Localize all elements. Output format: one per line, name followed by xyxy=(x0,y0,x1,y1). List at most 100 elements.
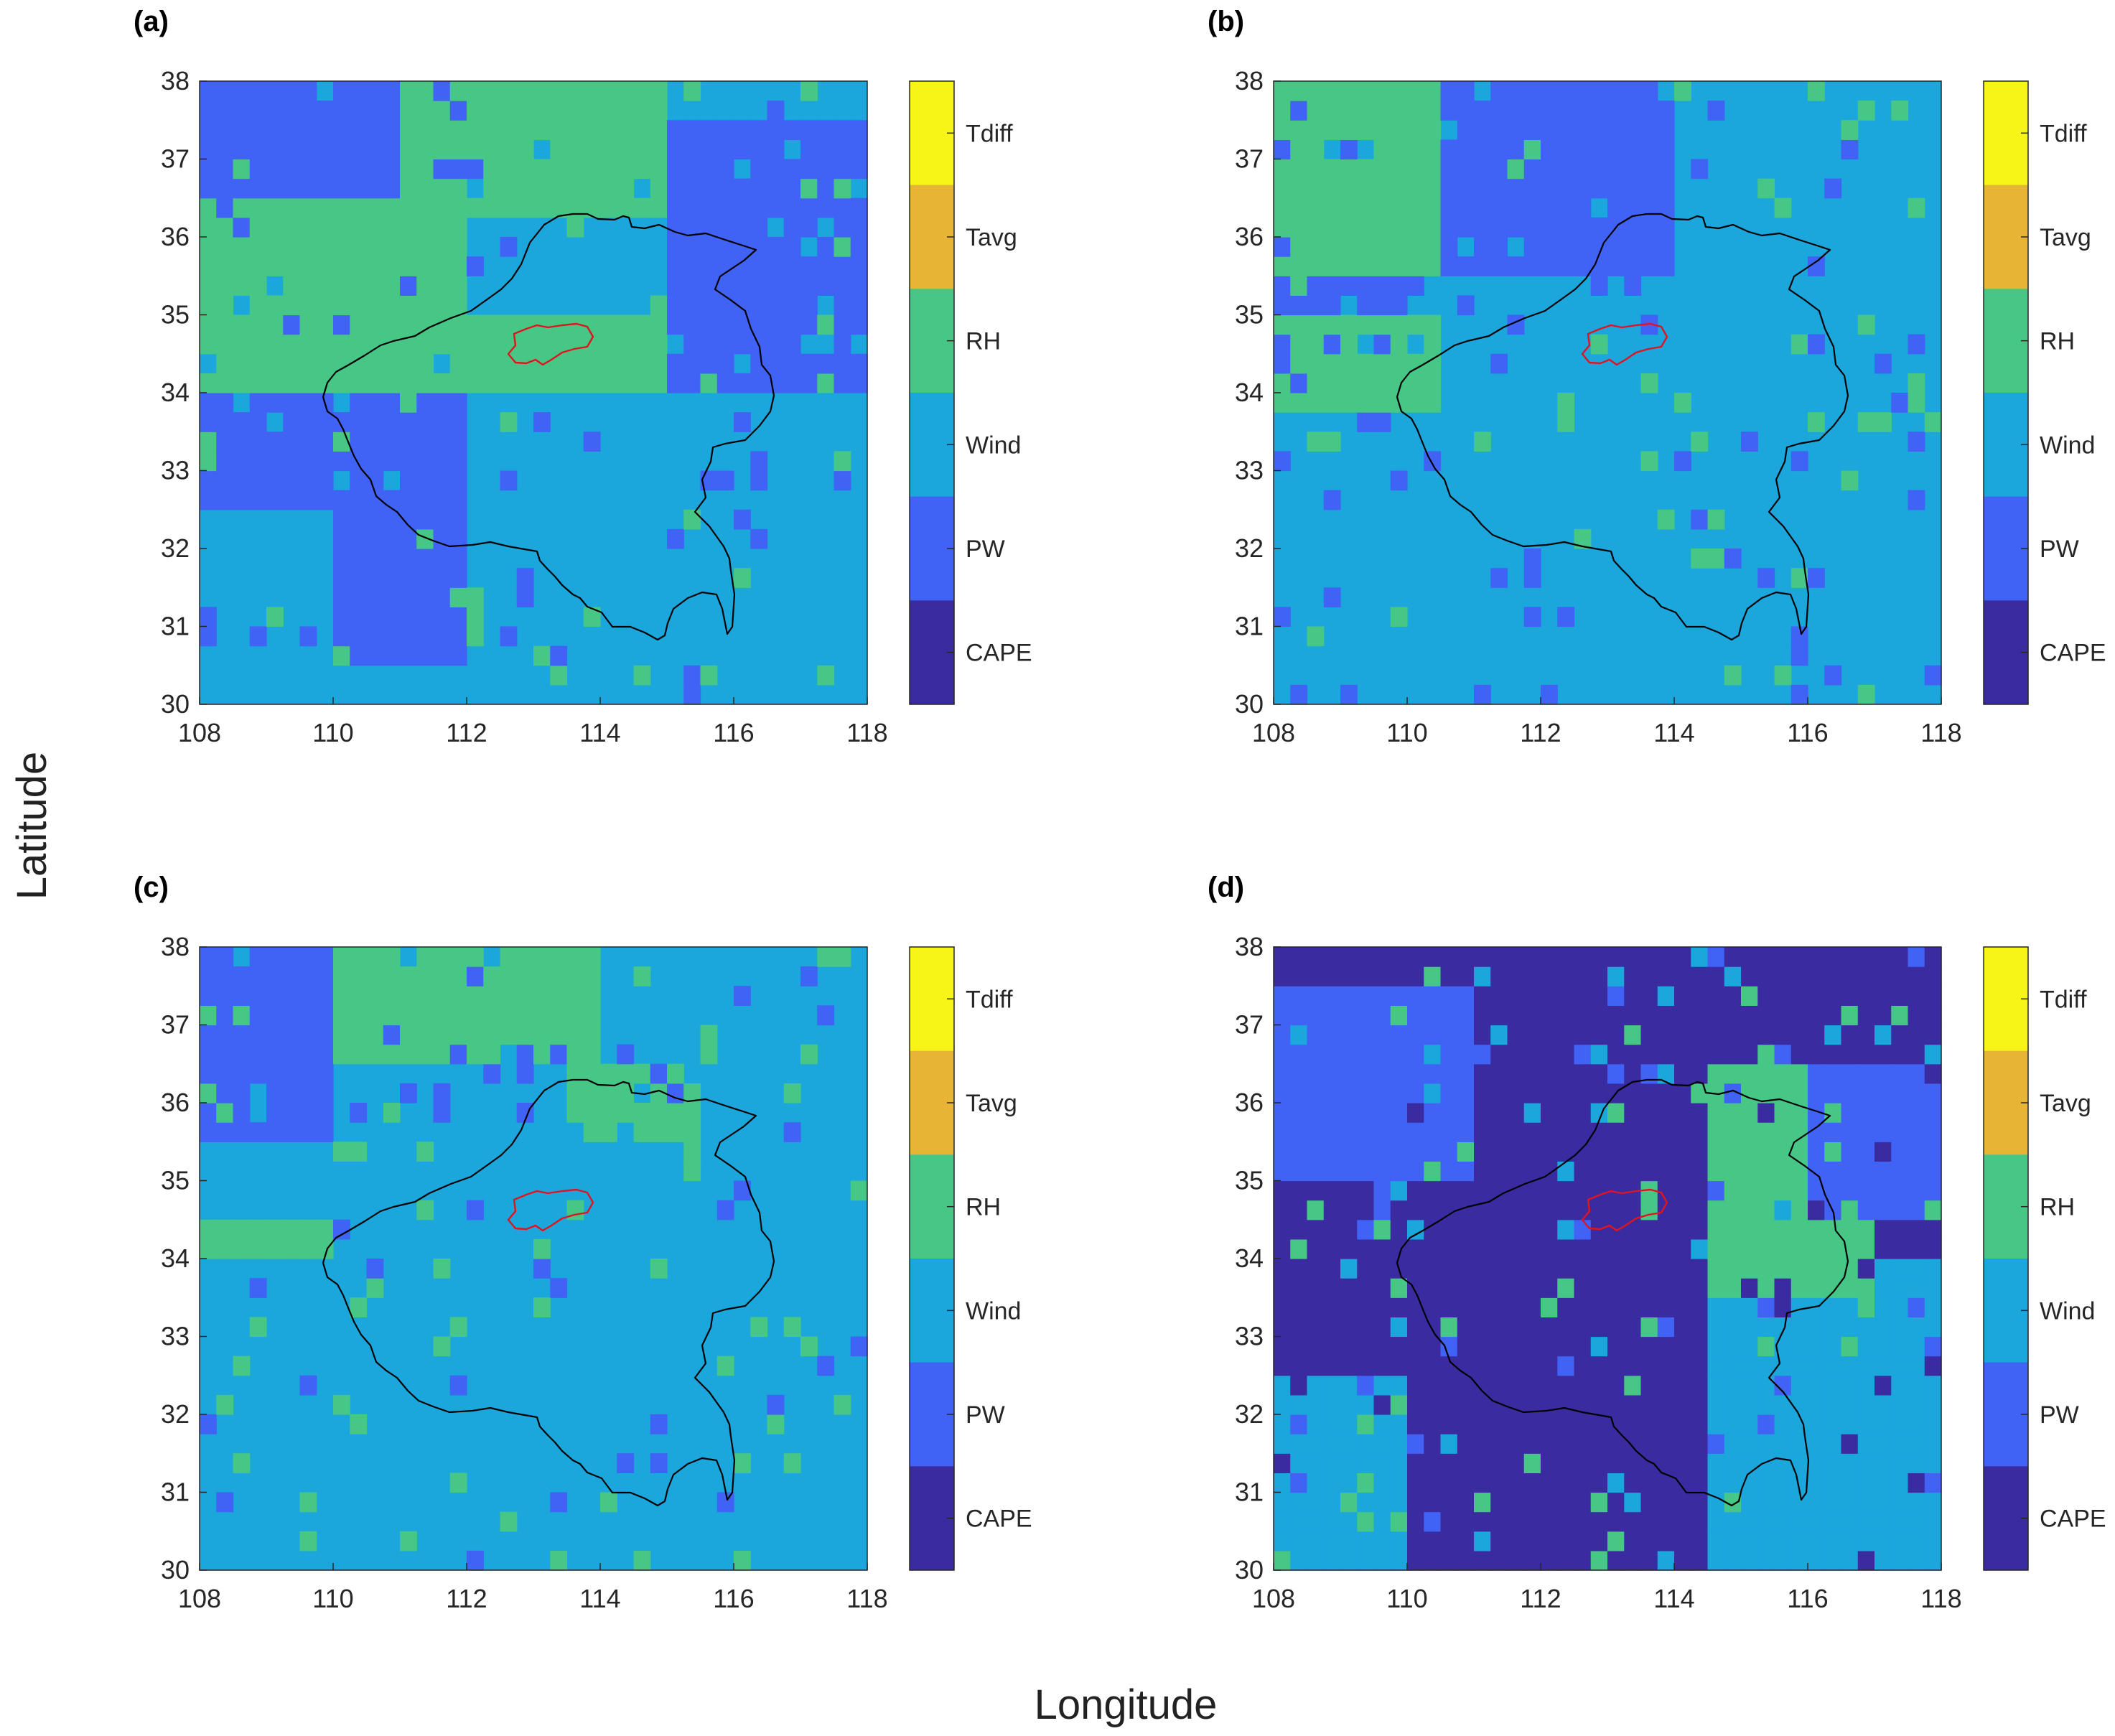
grid-cell xyxy=(1274,159,1291,179)
grid-cell xyxy=(1440,159,1458,179)
grid-cell xyxy=(1640,81,1658,101)
grid-cell xyxy=(1357,947,1375,967)
grid-cell xyxy=(249,1278,267,1298)
grid-cell xyxy=(1357,1434,1375,1454)
grid-cell xyxy=(233,314,251,335)
grid-cell xyxy=(200,237,217,257)
grid-cell xyxy=(550,81,568,101)
grid-cell xyxy=(316,1063,334,1084)
grid-cell xyxy=(1424,1142,1442,1162)
grid-cell xyxy=(1274,237,1291,257)
grid-cell xyxy=(1340,353,1358,374)
grid-cell xyxy=(233,178,251,199)
grid-cell xyxy=(416,1005,434,1026)
grid-cell xyxy=(1691,1180,1709,1201)
grid-cell xyxy=(467,1005,484,1026)
grid-cell xyxy=(1574,1511,1592,1532)
grid-cell xyxy=(483,314,501,335)
grid-cell xyxy=(533,314,551,335)
grid-cell xyxy=(734,1180,751,1201)
grid-cell xyxy=(400,509,417,530)
grid-cell xyxy=(366,139,384,160)
grid-cell xyxy=(1323,1103,1341,1123)
grid-cell xyxy=(1490,986,1508,1006)
grid-cell xyxy=(1373,1200,1391,1221)
grid-cell xyxy=(366,276,384,296)
grid-cell xyxy=(1440,1453,1458,1473)
grid-cell xyxy=(1557,1238,1575,1259)
grid-cell xyxy=(449,353,467,374)
grid-cell xyxy=(1774,947,1792,967)
grid-cell xyxy=(449,237,467,257)
grid-cell xyxy=(1424,139,1442,160)
grid-cell xyxy=(1857,1180,1875,1201)
grid-cell xyxy=(1774,1238,1792,1259)
grid-cell xyxy=(1474,1375,1491,1396)
grid-cell xyxy=(333,120,350,140)
grid-cell xyxy=(500,314,518,335)
grid-cell xyxy=(516,314,534,335)
grid-cell xyxy=(1474,1122,1491,1142)
grid-cell xyxy=(200,947,217,967)
grid-cell xyxy=(449,393,467,413)
grid-cell xyxy=(1724,1219,1742,1240)
grid-cell xyxy=(1790,986,1808,1006)
grid-cell xyxy=(433,568,451,588)
grid-cell xyxy=(266,197,284,218)
grid-cell xyxy=(516,966,534,986)
colorbar-segment xyxy=(1984,947,2028,1052)
grid-cell xyxy=(1357,1297,1375,1317)
x-tick-label: 116 xyxy=(713,1584,754,1613)
grid-cell xyxy=(1323,1375,1341,1396)
grid-cell xyxy=(1874,1259,1892,1279)
grid-cell xyxy=(1323,1511,1341,1532)
grid-cell xyxy=(249,1005,267,1026)
grid-cell xyxy=(1624,1142,1642,1162)
grid-cell xyxy=(333,159,350,179)
grid-cell xyxy=(1274,1375,1291,1396)
grid-cell xyxy=(1290,197,1308,218)
grid-cell xyxy=(1841,1063,1859,1084)
grid-cell xyxy=(1290,1414,1308,1434)
grid-cell xyxy=(633,1550,651,1571)
grid-cell xyxy=(1274,1083,1291,1103)
grid-cell xyxy=(383,314,401,335)
grid-cell xyxy=(1774,1083,1792,1103)
grid-cell xyxy=(667,256,684,276)
grid-cell xyxy=(467,607,484,627)
grid-cell xyxy=(266,1044,284,1065)
grid-cell xyxy=(1290,276,1308,296)
grid-cell xyxy=(583,101,601,121)
grid-cell xyxy=(1640,217,1658,238)
grid-cell xyxy=(1474,1297,1491,1317)
grid-cell xyxy=(734,256,751,276)
grid-cell xyxy=(1523,139,1541,160)
grid-cell xyxy=(1874,1531,1892,1551)
grid-cell xyxy=(350,966,368,986)
grid-cell xyxy=(299,353,317,374)
grid-cell xyxy=(1640,1317,1658,1338)
grid-cell xyxy=(1724,549,1742,569)
grid-cell xyxy=(383,451,401,472)
grid-cell xyxy=(834,197,851,218)
grid-cell xyxy=(1357,1122,1375,1142)
grid-cell xyxy=(533,966,551,986)
grid-cell xyxy=(1541,1317,1558,1338)
grid-cell xyxy=(1790,1473,1808,1493)
grid-cell xyxy=(1808,1142,1825,1162)
grid-cell xyxy=(750,276,768,296)
grid-cell xyxy=(1657,1375,1675,1396)
grid-cell xyxy=(283,217,301,238)
grid-cell xyxy=(533,178,551,199)
grid-cell xyxy=(1557,1044,1575,1065)
grid-cell xyxy=(1457,256,1475,276)
grid-cell xyxy=(1557,217,1575,238)
grid-cell xyxy=(850,197,868,218)
grid-cell xyxy=(1757,1492,1775,1513)
grid-cell xyxy=(1757,1025,1775,1045)
grid-cell xyxy=(1657,1473,1675,1493)
grid-cell xyxy=(1590,1142,1608,1162)
grid-cell xyxy=(383,645,401,666)
grid-cell xyxy=(1323,1297,1341,1317)
grid-cell xyxy=(216,276,234,296)
